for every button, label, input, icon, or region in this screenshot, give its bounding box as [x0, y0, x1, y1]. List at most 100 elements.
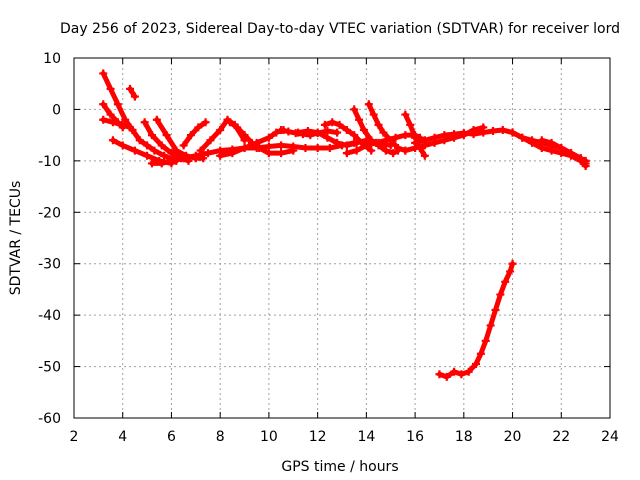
data-point — [277, 126, 286, 134]
data-point — [301, 144, 310, 152]
data-point — [491, 306, 500, 314]
data-point — [216, 151, 225, 160]
y-tick-label: -40 — [38, 308, 61, 324]
data-point — [233, 123, 242, 132]
data-point — [99, 115, 108, 124]
data-point — [528, 138, 537, 147]
series-track-24 — [435, 259, 517, 381]
data-point — [118, 141, 127, 150]
x-tick-label: 8 — [216, 429, 225, 445]
data-point — [99, 100, 108, 109]
data-point — [323, 133, 332, 142]
x-tick-label: 22 — [552, 429, 570, 445]
data-point — [320, 120, 329, 129]
y-tick-label: 0 — [52, 102, 61, 118]
data-point — [264, 142, 273, 151]
data-point — [518, 133, 527, 142]
data-point — [313, 144, 322, 152]
data-point — [367, 146, 376, 155]
data-point — [420, 151, 429, 160]
y-tick-label: -60 — [38, 411, 61, 427]
data-point — [342, 126, 351, 134]
data-point — [464, 367, 473, 376]
data-series — [99, 69, 590, 381]
data-point — [106, 110, 115, 119]
data-point — [126, 123, 135, 132]
data-point — [450, 367, 459, 376]
data-point — [150, 146, 159, 155]
data-point — [240, 144, 249, 152]
data-point — [401, 146, 410, 155]
data-point — [201, 118, 210, 127]
x-axis-label: GPS time / hours — [281, 459, 398, 475]
data-point — [206, 136, 215, 145]
data-point — [501, 277, 510, 286]
data-point — [394, 144, 403, 152]
series-track-21 — [401, 123, 488, 155]
data-point — [255, 144, 264, 152]
y-tick-label: -30 — [38, 257, 61, 273]
data-point — [135, 136, 144, 145]
data-point — [294, 128, 303, 137]
data-point — [442, 372, 451, 381]
data-point — [179, 154, 188, 163]
data-point — [435, 370, 444, 379]
y-tick-label: -50 — [38, 360, 61, 376]
data-point — [364, 100, 373, 109]
data-point — [264, 133, 273, 142]
data-point — [328, 118, 337, 127]
data-point — [303, 127, 312, 136]
data-point — [216, 126, 225, 134]
data-point — [126, 84, 135, 93]
series-track-23 — [537, 136, 590, 168]
data-point — [362, 141, 371, 150]
x-tick-label: 16 — [406, 429, 424, 445]
data-point — [167, 149, 176, 158]
data-point — [325, 144, 334, 152]
data-point — [401, 131, 410, 140]
data-point — [469, 126, 478, 134]
x-tick-label: 24 — [601, 429, 619, 445]
data-point — [143, 141, 152, 150]
data-point — [496, 290, 505, 299]
data-point — [335, 120, 344, 129]
data-point — [420, 141, 429, 150]
data-point — [118, 120, 127, 129]
data-point — [277, 141, 286, 150]
y-tick-label: -20 — [38, 205, 61, 221]
data-point — [225, 118, 234, 127]
data-point — [391, 133, 400, 142]
data-point — [476, 349, 485, 358]
series-track-20 — [411, 126, 590, 165]
data-point — [350, 105, 359, 114]
data-point — [508, 259, 517, 268]
data-point — [143, 151, 152, 160]
series-track-12 — [216, 126, 288, 160]
x-tick-label: 4 — [118, 429, 127, 445]
data-point — [547, 146, 556, 155]
data-point — [508, 128, 517, 137]
data-point — [369, 110, 378, 119]
data-point — [264, 149, 273, 158]
data-point — [333, 128, 342, 137]
x-tick-label: 6 — [167, 429, 176, 445]
data-point — [272, 128, 281, 137]
data-point — [106, 84, 115, 93]
data-point — [147, 131, 156, 140]
data-point — [152, 115, 161, 124]
data-point — [194, 123, 203, 132]
x-tick-label: 12 — [309, 429, 327, 445]
data-point — [191, 151, 200, 160]
series-track — [100, 117, 133, 130]
series-track-3 — [99, 115, 135, 132]
data-point — [140, 118, 149, 127]
data-point — [147, 159, 156, 168]
data-point — [240, 131, 249, 140]
data-point — [576, 154, 585, 163]
data-point — [457, 370, 466, 379]
data-point — [389, 149, 398, 158]
data-point — [489, 127, 498, 136]
data-point — [333, 138, 342, 147]
data-point — [401, 110, 410, 119]
data-point — [179, 141, 188, 150]
